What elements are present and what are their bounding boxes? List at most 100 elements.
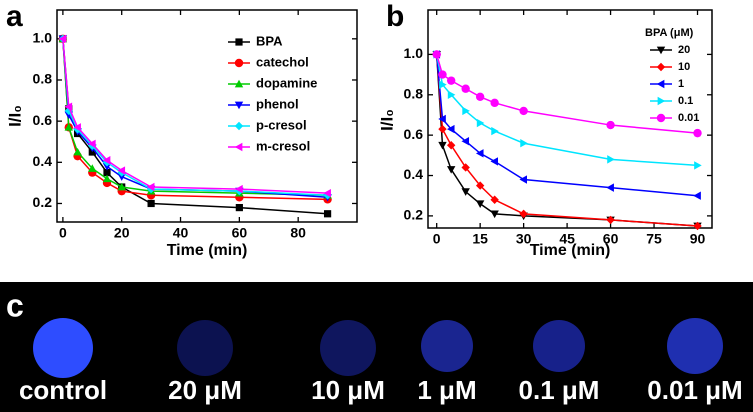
panel-label: a: [6, 0, 23, 33]
data-point: [519, 175, 527, 184]
legend-marker: [234, 121, 244, 131]
data-point: [58, 34, 67, 44]
x-tick-label: 90: [690, 231, 706, 247]
well-caption: 20 μM: [168, 375, 242, 405]
data-point: [117, 182, 126, 191]
x-tick-label: 30: [516, 231, 532, 247]
data-point: [73, 147, 82, 156]
well-caption: 10 μM: [311, 375, 385, 405]
data-point: [462, 106, 470, 116]
data-point: [490, 157, 499, 166]
data-point: [438, 124, 447, 134]
data-point: [438, 141, 447, 150]
legend-label: 0.01: [678, 112, 699, 124]
well-caption: 0.01 μM: [647, 375, 742, 405]
legend-label: phenol: [256, 96, 299, 111]
legend-marker: [234, 101, 244, 110]
data-point: [146, 182, 155, 192]
data-point: [607, 155, 615, 164]
data-point: [447, 90, 456, 99]
legend-label: 0.1: [678, 95, 693, 107]
data-point: [475, 92, 485, 101]
legend-marker: [234, 142, 243, 152]
y-tick-label: 0.6: [404, 126, 424, 142]
legend-marker: [656, 79, 665, 89]
data-point: [102, 156, 111, 165]
legend-marker: [657, 96, 666, 106]
series-line: [435, 54, 698, 227]
well: [421, 320, 473, 372]
data-point: [475, 149, 484, 158]
data-point: [64, 102, 73, 111]
x-tick-label: 20: [114, 225, 130, 241]
data-point: [490, 195, 499, 204]
x-tick-label: 0: [59, 225, 67, 241]
y-tick-label: 0.4: [33, 153, 53, 169]
data-point: [520, 139, 528, 148]
well: [667, 318, 723, 374]
well-control: [33, 318, 93, 378]
data-point: [693, 221, 702, 231]
data-point: [446, 166, 456, 174]
data-point: [519, 106, 528, 116]
data-point: [323, 210, 332, 218]
x-tick-label: 40: [173, 225, 189, 241]
legend-title: BPA (μM): [645, 27, 694, 39]
data-point: [323, 188, 331, 198]
data-point: [461, 137, 470, 146]
y-tick-label: 0.8: [33, 71, 53, 87]
x-tick-label: 45: [559, 231, 575, 247]
data-point: [438, 114, 446, 124]
data-point: [461, 163, 470, 172]
data-point: [432, 50, 441, 59]
well: [320, 320, 376, 376]
data-point: [476, 118, 485, 128]
data-point: [446, 76, 456, 85]
y-tick-label: 0.2: [33, 194, 53, 210]
y-axis-label: I/I₀: [5, 105, 24, 127]
data-point: [102, 163, 112, 171]
data-point: [235, 184, 243, 194]
well-caption: 1 μM: [417, 375, 476, 405]
y-axis-label: I/I₀: [377, 109, 396, 131]
data-point: [64, 123, 73, 131]
legend-label: p-cresol: [256, 117, 307, 132]
data-point: [117, 166, 126, 175]
legend-label: 10: [678, 61, 690, 73]
data-point: [439, 80, 447, 89]
well-caption: 0.1 μM: [519, 375, 600, 405]
legend-marker: [656, 62, 666, 72]
data-point: [490, 98, 499, 108]
y-tick-label: 0.6: [33, 112, 53, 128]
y-tick-label: 1.0: [33, 30, 53, 46]
data-point: [147, 199, 155, 208]
x-axis-label: Time (min): [167, 242, 248, 259]
x-tick-label: 60: [603, 231, 619, 247]
plot-frame: [56, 9, 358, 223]
data-point: [693, 128, 702, 138]
legend-label: 1: [678, 78, 684, 90]
x-tick-label: 0: [433, 231, 441, 247]
legend-label: dopamine: [256, 75, 317, 90]
panel-label: c: [6, 287, 24, 323]
y-tick-label: 0.4: [404, 166, 424, 182]
data-point: [490, 210, 499, 219]
x-tick-label: 75: [646, 231, 662, 247]
legend-label: BPA: [256, 33, 283, 48]
data-point: [694, 161, 702, 170]
data-point: [475, 181, 485, 190]
image-panel-background: [0, 282, 753, 412]
well: [533, 320, 585, 372]
legend-marker: [235, 38, 243, 46]
legend-label: m-cresol: [256, 138, 310, 153]
legend-marker: [234, 79, 244, 88]
plot-frame: [427, 9, 713, 229]
panel-label: b: [386, 0, 404, 33]
data-point: [606, 120, 615, 130]
x-tick-label: 60: [232, 225, 248, 241]
well: [177, 320, 233, 376]
data-point: [606, 215, 615, 225]
data-point: [103, 169, 111, 177]
legend-label: catechol: [256, 54, 309, 69]
data-point: [461, 188, 470, 196]
